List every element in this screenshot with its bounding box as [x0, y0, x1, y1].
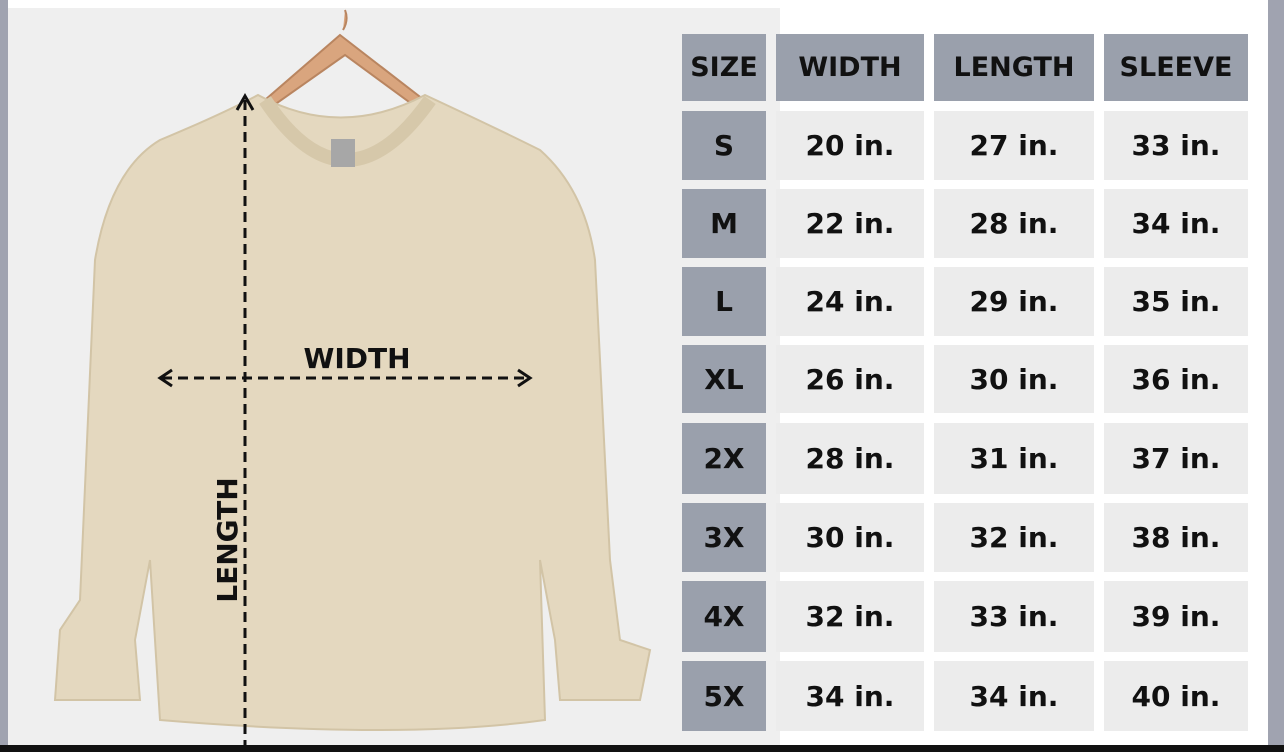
size-cell: 2X [682, 423, 766, 494]
sleeve-cell: 39 in. [1104, 581, 1248, 652]
sweatshirt-diagram: WIDTH LENGTH [53, 9, 652, 745]
header-length: LENGTH [934, 34, 1094, 101]
sleeve-cell: 35 in. [1104, 267, 1248, 336]
right-border [1268, 0, 1284, 752]
size-cell: M [682, 189, 766, 258]
width-cell: 20 in. [776, 111, 924, 180]
length-cell: 27 in. [934, 111, 1094, 180]
left-border [0, 0, 8, 752]
width-cell: 28 in. [776, 423, 924, 494]
width-cell: 26 in. [776, 345, 924, 413]
width-arrowhead-left [157, 368, 173, 388]
sleeve-cell: 34 in. [1104, 189, 1248, 258]
neck-tag [331, 139, 355, 167]
sleeve-cell: 33 in. [1104, 111, 1248, 180]
sleeve-cell: 37 in. [1104, 423, 1248, 494]
size-cell: XL [682, 345, 766, 413]
sweatshirt-body [53, 93, 652, 731]
length-cell: 31 in. [934, 423, 1094, 494]
width-cell: 30 in. [776, 503, 924, 572]
header-sleeve: SLEEVE [1104, 34, 1248, 101]
length-cell: 33 in. [934, 581, 1094, 652]
length-label: LENGTH [211, 477, 244, 602]
size-cell: 4X [682, 581, 766, 652]
width-cell: 34 in. [776, 661, 924, 731]
length-cell: 34 in. [934, 661, 1094, 731]
width-cell: 24 in. [776, 267, 924, 336]
length-arrowhead [235, 92, 255, 111]
length-cell: 29 in. [934, 267, 1094, 336]
width-label: WIDTH [303, 342, 410, 375]
length-cell: 28 in. [934, 189, 1094, 258]
width-arrowhead-right [517, 368, 533, 388]
sleeve-cell: 38 in. [1104, 503, 1248, 572]
bottom-border [0, 745, 1284, 752]
header-width: WIDTH [776, 34, 924, 101]
length-cell: 30 in. [934, 345, 1094, 413]
sleeve-cell: 40 in. [1104, 661, 1248, 731]
width-cell: 22 in. [776, 189, 924, 258]
size-cell: S [682, 111, 766, 180]
header-size: SIZE [682, 34, 766, 101]
width-cell: 32 in. [776, 581, 924, 652]
size-cell: 5X [682, 661, 766, 731]
size-cell: 3X [682, 503, 766, 572]
length-cell: 32 in. [934, 503, 1094, 572]
sleeve-cell: 36 in. [1104, 345, 1248, 413]
hanger [263, 9, 430, 112]
size-cell: L [682, 267, 766, 336]
